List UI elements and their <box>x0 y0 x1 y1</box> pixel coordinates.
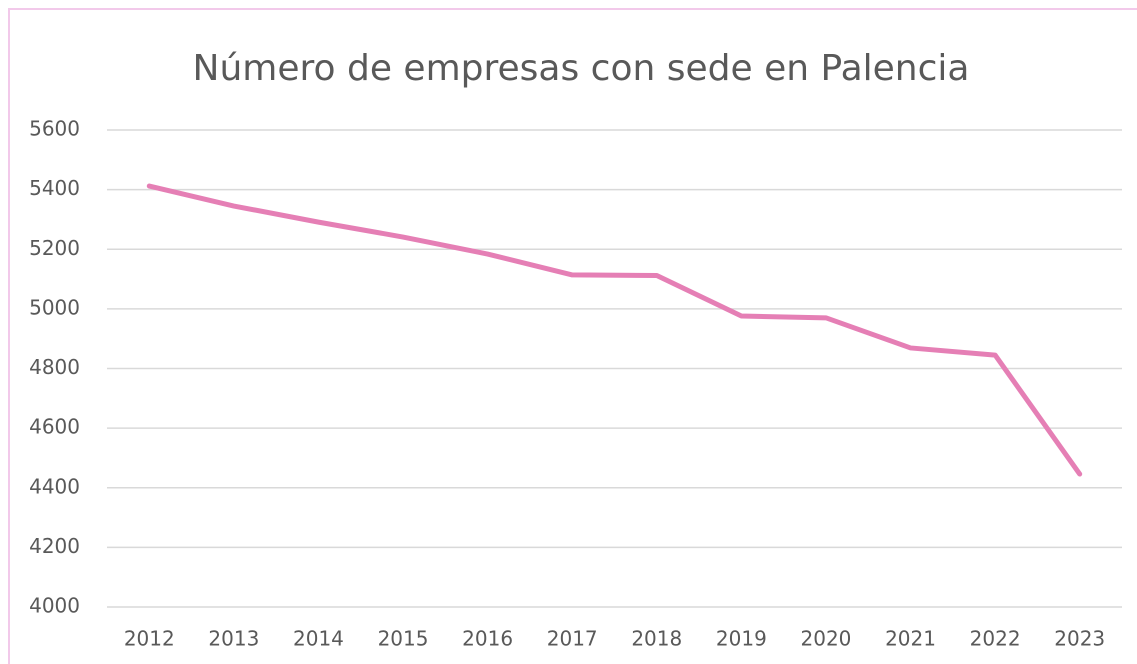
chart-frame <box>8 8 1137 664</box>
x-tick-label: 2012 <box>124 627 175 651</box>
x-tick-label: 2020 <box>801 627 852 651</box>
x-tick-label: 2018 <box>631 627 682 651</box>
y-tick-label: 4400 <box>29 474 80 498</box>
y-tick-label: 4800 <box>29 355 80 379</box>
y-tick-label: 4200 <box>29 534 80 558</box>
x-tick-label: 2013 <box>208 627 259 651</box>
x-tick-label: 2021 <box>885 627 936 651</box>
x-tick-label: 2014 <box>293 627 344 651</box>
y-tick-label: 4600 <box>29 415 80 439</box>
y-tick-label: 5400 <box>29 176 80 200</box>
chart-title: Número de empresas con sede en Palencia <box>193 48 970 89</box>
x-tick-label: 2019 <box>716 627 767 651</box>
x-tick-label: 2023 <box>1054 627 1105 651</box>
data-line <box>146 183 1083 477</box>
y-tick-label: 5200 <box>29 236 80 260</box>
x-tick-label: 2017 <box>547 627 598 651</box>
y-tick-label: 5600 <box>29 117 80 141</box>
x-tick-label: 2016 <box>462 627 513 651</box>
x-tick-label: 2015 <box>378 627 429 651</box>
y-tick-label: 4000 <box>29 594 80 618</box>
y-tick-label: 5000 <box>29 295 80 319</box>
x-tick-label: 2022 <box>970 627 1021 651</box>
